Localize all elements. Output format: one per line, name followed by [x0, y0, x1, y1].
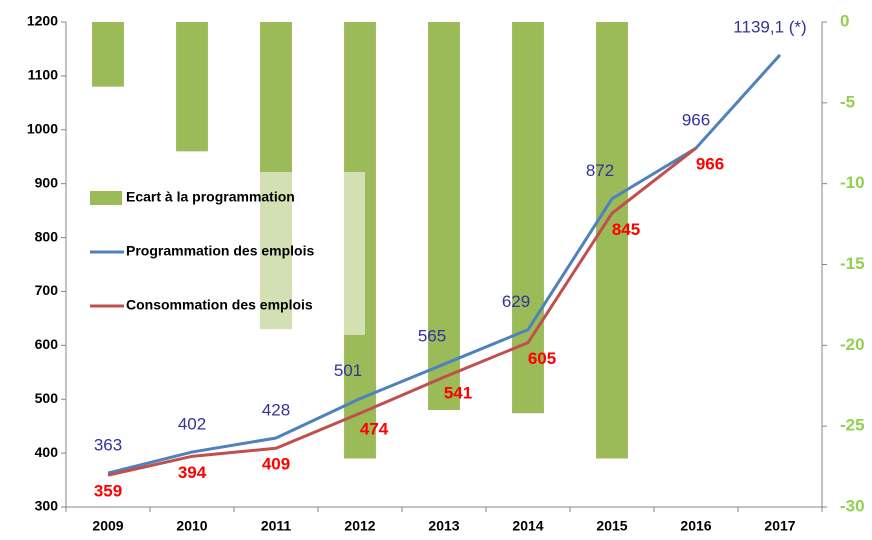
data-label: 402 [178, 415, 206, 434]
legend-label: Ecart à la programmation [126, 189, 295, 205]
data-label: 541 [444, 384, 472, 403]
x-tick-label: 2014 [512, 518, 543, 534]
x-tick-label: 2013 [428, 518, 459, 534]
y2-tick-label: 0 [840, 11, 849, 30]
legend-box [88, 172, 365, 335]
data-label: 428 [262, 401, 290, 420]
y-tick-label: 1200 [27, 13, 58, 29]
y-tick-label: 1100 [28, 67, 59, 83]
y-tick-label: 300 [35, 498, 59, 514]
y-tick-label: 500 [35, 390, 59, 406]
x-tick-label: 2010 [176, 518, 207, 534]
data-label: 501 [334, 361, 362, 380]
data-label: 363 [94, 436, 122, 455]
y2-tick-label: -5 [840, 92, 855, 111]
y-tick-label: 400 [35, 444, 59, 460]
data-label: 394 [178, 463, 207, 482]
data-label: 359 [94, 482, 122, 501]
data-label: 605 [528, 349, 556, 368]
y-tick-label: 700 [35, 282, 59, 298]
x-tick-label: 2016 [680, 518, 711, 534]
y2-tick-label: -20 [840, 335, 865, 354]
y2-tick-label: -30 [840, 496, 865, 515]
bar [176, 22, 208, 152]
data-label: 845 [612, 220, 640, 239]
y-tick-label: 1000 [27, 120, 58, 136]
line [107, 53, 782, 475]
line [107, 146, 697, 477]
x-tick-label: 2011 [261, 518, 292, 534]
data-label: 409 [262, 455, 290, 474]
y-tick-label: 600 [35, 336, 59, 352]
data-label: 629 [502, 292, 530, 311]
x-tick-label: 2015 [596, 518, 627, 534]
y-tick-label: 900 [35, 174, 59, 190]
legend-swatch [90, 191, 122, 205]
data-label: 872 [586, 161, 614, 180]
bar [596, 22, 628, 459]
x-tick-label: 2009 [92, 518, 123, 534]
y2-tick-label: -10 [840, 173, 865, 192]
x-tick-label: 2017 [764, 518, 795, 534]
x-tick-label: 2012 [344, 518, 375, 534]
data-label: 565 [418, 327, 446, 346]
legend-label: Programmation des emplois [126, 243, 314, 259]
bar [428, 22, 460, 410]
y2-tick-label: -25 [840, 416, 865, 435]
data-label: 966 [682, 111, 710, 130]
data-label: 474 [360, 420, 389, 439]
y2-tick-label: -15 [840, 254, 865, 273]
bar [92, 22, 124, 87]
y-tick-label: 800 [35, 228, 59, 244]
data-label: 966 [696, 155, 724, 174]
data-label: 1139,1 (*) [733, 17, 806, 36]
legend-label: Consommation des emplois [126, 297, 313, 313]
